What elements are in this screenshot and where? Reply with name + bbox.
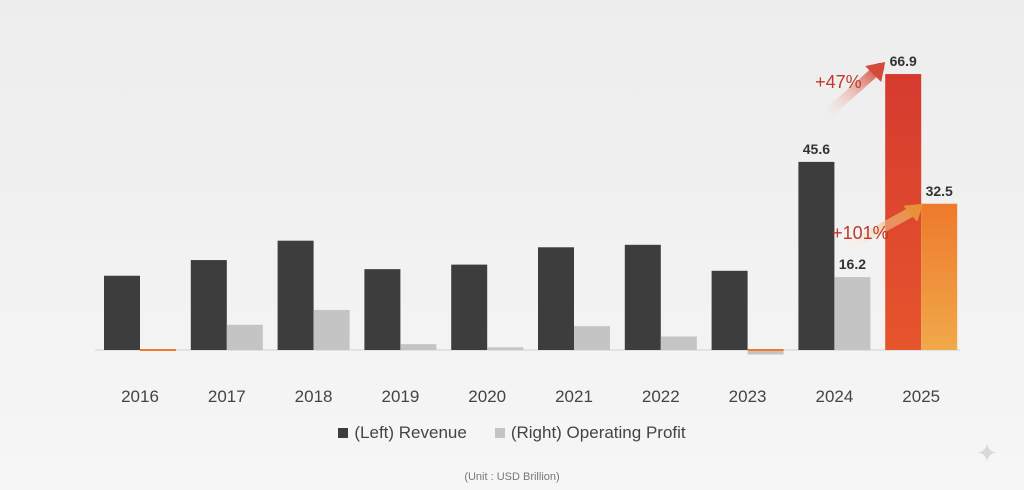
legend-label-profit: (Right) Operating Profit (510, 423, 686, 442)
x-tick-label: 2025 (902, 387, 940, 406)
x-tick-label: 2019 (381, 387, 419, 406)
growth-arrow-revenue (813, 63, 885, 127)
bar-profit-2019 (400, 344, 437, 350)
bar-revenue-2020 (451, 264, 488, 350)
bar-chart: 2016 2017 2018 2019 2020 2021 2022 2023 2024 2025… (95, 53, 960, 406)
annotation-revenue-growth: +47% (815, 72, 862, 92)
unit-note: (Unit : USD Brillion) (464, 471, 560, 483)
bar-profit-2016 (140, 349, 176, 351)
bar-profit-2025 (921, 203, 958, 350)
annotation-profit-growth: +101% (832, 223, 889, 243)
legend: (Left) Revenue (Right) Operating Profit (0, 423, 1024, 443)
legend-label-revenue: (Left) Revenue (354, 423, 467, 442)
bar-revenue-2016 (104, 275, 140, 350)
bar-revenue-2022 (624, 244, 661, 350)
legend-swatch-profit (494, 428, 505, 438)
bar-profit-2024 (834, 277, 871, 350)
growth-arrow-profit (835, 204, 921, 257)
legend-swatch-revenue (338, 428, 349, 438)
bar-profit-2017 (226, 324, 263, 350)
bar-profit-2020 (487, 347, 524, 350)
bar-profit-2021 (574, 326, 610, 350)
bar-revenue-2017 (190, 260, 227, 350)
bar-revenue-2024 (798, 161, 835, 350)
growth-arrow-profit-head (903, 203, 924, 222)
growth-arrow-revenue-head (865, 62, 886, 83)
data-label-profit-2024: 16.2 (839, 256, 866, 272)
legend-item-revenue: (Left) Revenue (338, 423, 467, 443)
x-tick-label: 2018 (295, 387, 333, 406)
x-tick-label: 2023 (729, 387, 767, 406)
data-label-revenue-2024: 45.6 (803, 141, 830, 157)
x-tick-label: 2022 (642, 387, 680, 406)
x-tick-label: 2024 (815, 387, 853, 406)
bar-profit-2023 (747, 350, 784, 355)
bar-profit-2018 (313, 309, 350, 350)
bar-revenue-2018 (277, 240, 314, 350)
bar-revenue-2021 (538, 247, 574, 350)
x-tick-label: 2017 (208, 387, 246, 406)
x-tick-label: 2021 (555, 387, 593, 406)
data-label-profit-2025: 32.5 (926, 183, 953, 199)
bar-profit-negative-marker-2023 (747, 349, 784, 351)
bar-profit-2022 (660, 336, 697, 350)
bar-revenue-2019 (364, 269, 401, 350)
sparkle-icon: ✦ (976, 438, 998, 468)
data-label-revenue-2025: 66.9 (890, 53, 917, 69)
legend-item-profit: (Right) Operating Profit (494, 423, 686, 443)
bar-revenue-2023 (711, 270, 748, 350)
x-tick-label: 2020 (468, 387, 506, 406)
x-tick-label: 2016 (121, 387, 159, 406)
